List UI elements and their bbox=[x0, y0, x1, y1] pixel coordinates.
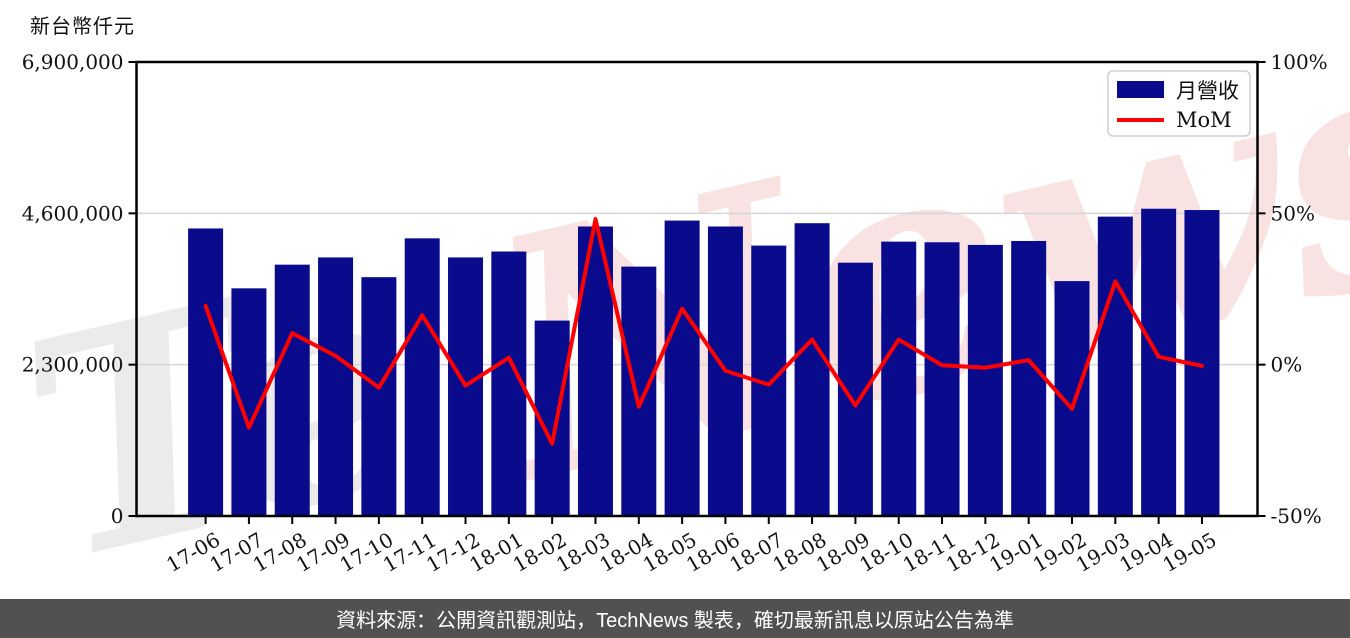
left-tick-label: 6,900,000 bbox=[22, 50, 124, 74]
revenue-bar-19-01 bbox=[1011, 240, 1047, 516]
right-tick-label: 100% bbox=[1271, 50, 1328, 74]
revenue-bar-18-11 bbox=[924, 242, 960, 516]
left-tick-label: 0 bbox=[111, 504, 124, 528]
mom-line bbox=[203, 217, 1204, 446]
revenue-bar-19-03 bbox=[1097, 216, 1133, 517]
right-tick-label: 50% bbox=[1271, 201, 1315, 225]
revenue-bar-18-12 bbox=[967, 244, 1003, 516]
revenue-mom-chart: TeNews02,300,0004,600,0006,900,000-50%0%… bbox=[0, 0, 1350, 599]
revenue-bar-18-10 bbox=[881, 241, 917, 516]
source-footer-text: 資料來源：公開資訊觀測站，TechNews 製表，確切最新訊息以原站公告為準 bbox=[336, 610, 1014, 632]
revenue-bar-18-05 bbox=[664, 220, 700, 516]
revenue-bar-17-10 bbox=[361, 277, 397, 516]
y-axis-unit-label: 新台幣仟元 bbox=[30, 16, 135, 38]
legend-line-label: MoM bbox=[1176, 108, 1232, 132]
legend-bar-label: 月營收 bbox=[1176, 80, 1239, 103]
left-tick-label: 4,600,000 bbox=[22, 201, 124, 225]
revenue-bar-17-11 bbox=[404, 238, 440, 516]
revenue-bar-18-04 bbox=[621, 266, 657, 516]
revenue-bar-19-02 bbox=[1054, 281, 1090, 516]
revenue-bar-19-04 bbox=[1141, 208, 1177, 516]
revenue-bar-17-08 bbox=[274, 264, 310, 516]
revenue-bar-17-06 bbox=[188, 228, 224, 516]
source-footer: 資料來源：公開資訊觀測站，TechNews 製表，確切最新訊息以原站公告為準 bbox=[0, 599, 1350, 638]
left-tick-label: 2,300,000 bbox=[22, 353, 124, 377]
revenue-bar-17-09 bbox=[318, 257, 354, 516]
revenue-bar-18-08 bbox=[794, 223, 830, 517]
right-tick-label: 0% bbox=[1271, 353, 1303, 377]
legend-bar-swatch bbox=[1117, 81, 1164, 98]
plot-frame bbox=[135, 60, 1259, 518]
right-tick-label: -50% bbox=[1271, 504, 1322, 528]
